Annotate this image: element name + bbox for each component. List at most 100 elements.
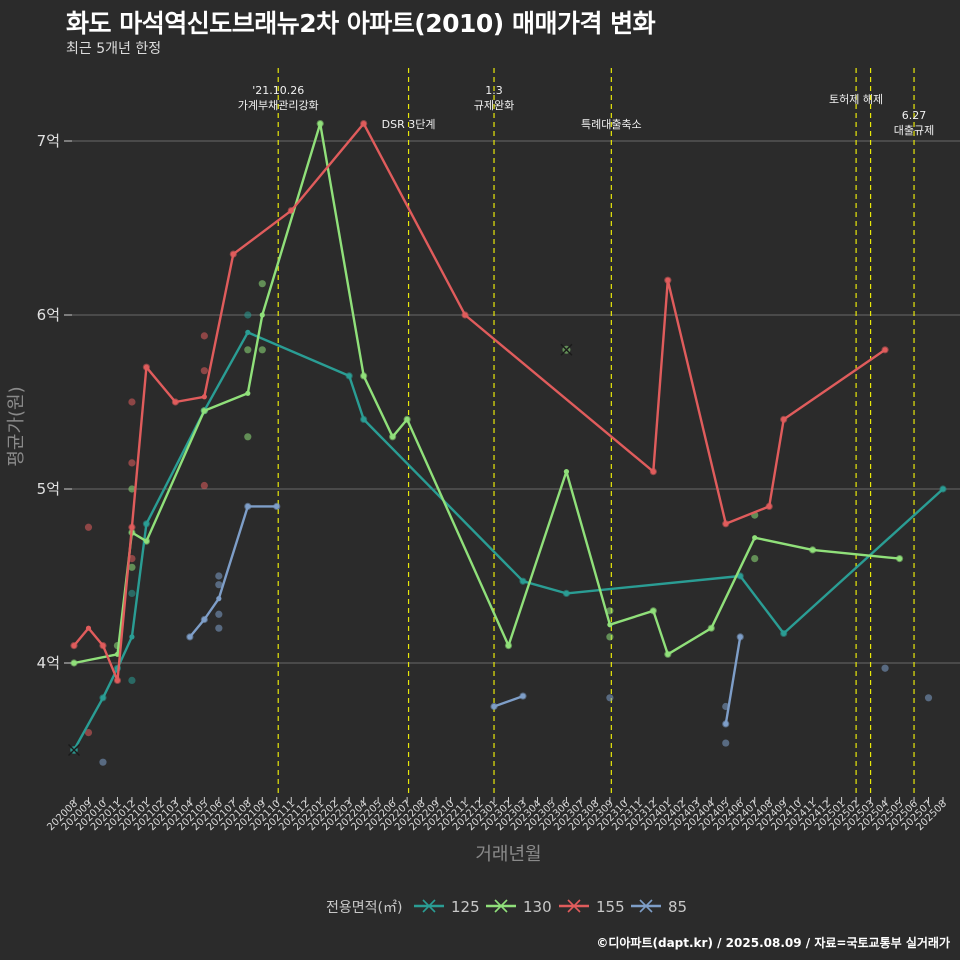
line-vertex-155 xyxy=(143,364,150,370)
line-vertex-130 xyxy=(71,660,77,666)
y-axis-label: 평균가(원) xyxy=(6,386,27,466)
data-point-85 xyxy=(215,624,223,632)
data-point-130 xyxy=(128,563,136,571)
series-line-85 xyxy=(493,694,524,708)
line-vertex-155 xyxy=(882,347,888,353)
line-vertex-130 xyxy=(317,121,323,127)
y-tick-label: 7억 xyxy=(37,132,60,150)
data-point-85 xyxy=(606,694,614,702)
data-point-155 xyxy=(200,332,208,340)
line-vertex-125 xyxy=(245,329,251,335)
chart-subtitle: 최근 5개년 한정 xyxy=(66,41,162,57)
series-line-85 xyxy=(724,636,742,725)
legend-label: 155 xyxy=(596,898,625,916)
data-point-85 xyxy=(881,664,889,672)
line-vertex-125 xyxy=(563,590,570,597)
line-vertex-155 xyxy=(71,643,77,649)
line-vertex-155 xyxy=(288,208,294,214)
event-annotation: 6.27 xyxy=(902,109,927,122)
line-vertex-130 xyxy=(607,622,613,628)
event-annotation: 특례대출축소 xyxy=(581,118,642,131)
line-vertex-85 xyxy=(737,634,743,640)
line-vertex-130 xyxy=(404,416,410,422)
data-point-130 xyxy=(751,555,759,563)
line-vertex-130 xyxy=(245,390,251,396)
line-vertex-125 xyxy=(361,416,367,422)
line-vertex-85 xyxy=(274,503,280,509)
legend-swatch-cross xyxy=(639,899,653,913)
line-vertex-85 xyxy=(723,721,729,727)
data-point-85 xyxy=(215,581,223,589)
line-vertex-155 xyxy=(201,394,207,400)
cross-marker-125 xyxy=(68,744,80,756)
data-point-85 xyxy=(722,739,730,747)
legend-item-130: 130 xyxy=(486,898,552,916)
line-vertex-155 xyxy=(114,677,121,684)
line-vertex-155 xyxy=(172,399,178,405)
line-vertex-130 xyxy=(896,556,903,562)
legend-title: 전용면적(㎡) xyxy=(326,900,402,916)
data-point-155 xyxy=(128,459,136,467)
series-line-130 xyxy=(73,122,900,665)
line-vertex-125 xyxy=(143,521,150,527)
event-annotation: 1.3 xyxy=(485,84,503,97)
line-vertex-155 xyxy=(723,521,729,527)
line-vertex-125 xyxy=(100,695,106,701)
line-vertex-85 xyxy=(520,693,526,699)
data-point-85 xyxy=(99,758,107,766)
legend: 전용면적(㎡) 125 130 155 85 xyxy=(326,898,687,916)
data-point-130 xyxy=(258,346,266,354)
legend-swatch-cross xyxy=(422,899,436,913)
line-vertex-85 xyxy=(201,616,207,623)
data-point-155 xyxy=(84,729,93,737)
line-vertex-130 xyxy=(505,643,512,649)
event-annotation: 가계부채관리강화 xyxy=(238,99,319,112)
legend-label: 85 xyxy=(668,898,687,916)
data-point-85 xyxy=(215,572,223,580)
y-tick-label: 5억 xyxy=(37,480,60,498)
data-point-130 xyxy=(606,633,614,641)
event-annotation: 규제완화 xyxy=(474,99,514,112)
line-vertex-85 xyxy=(491,703,497,710)
event-annotation: 토허제 해제 xyxy=(829,92,883,106)
line-vertex-130 xyxy=(752,535,758,541)
line-vertex-130 xyxy=(810,547,816,553)
data-point-130 xyxy=(258,280,266,288)
data-point-155 xyxy=(128,398,136,406)
line-vertex-125 xyxy=(520,578,526,584)
line-vertex-125 xyxy=(940,486,946,492)
line-vertex-130 xyxy=(563,469,570,475)
data-point-125 xyxy=(128,676,136,685)
line-vertex-155 xyxy=(361,121,367,127)
legend-swatch-cross xyxy=(567,899,581,913)
data-point-130 xyxy=(244,346,252,354)
y-tick-label: 6억 xyxy=(37,306,60,324)
line-vertex-125 xyxy=(781,630,787,637)
chart-title: 화도 마석역신도브래뉴2차 아파트(2010) 매매가격 변화 xyxy=(66,9,656,38)
line-vertex-155 xyxy=(462,312,468,318)
legend-item-155: 155 xyxy=(559,898,625,916)
line-vertex-85 xyxy=(245,503,251,509)
line-vertex-130 xyxy=(259,312,265,318)
series-line-155 xyxy=(73,122,886,682)
y-tick-label: 4억 xyxy=(37,654,60,672)
legend-item-125: 125 xyxy=(414,898,480,916)
data-point-125 xyxy=(244,311,252,319)
legend-swatch-cross xyxy=(494,899,508,913)
source-caption: ©디아파트(dapt.kr) / 2025.08.09 / 자료=국토교통부 실… xyxy=(596,936,950,950)
event-annotation: '21.10.26 xyxy=(252,84,304,97)
line-vertex-125 xyxy=(737,573,743,579)
line-vertex-155 xyxy=(85,625,92,631)
data-point-85 xyxy=(924,694,933,702)
data-point-130 xyxy=(606,607,614,615)
line-vertex-155 xyxy=(129,524,135,530)
line-vertex-155 xyxy=(665,277,671,283)
data-point-155 xyxy=(200,367,208,375)
data-point-125 xyxy=(128,589,136,598)
data-point-130 xyxy=(244,433,252,441)
data-point-155 xyxy=(200,481,208,490)
line-vertex-155 xyxy=(766,503,772,509)
line-vertex-125 xyxy=(346,373,352,379)
line-vertex-85 xyxy=(187,634,193,640)
